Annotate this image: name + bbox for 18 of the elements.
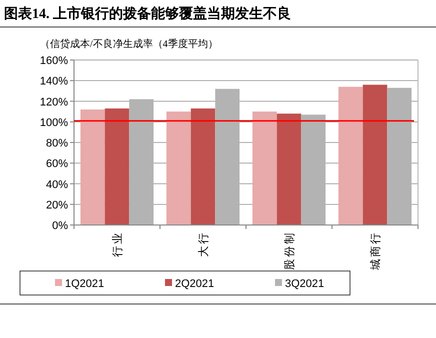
x-tick-label: 城商行	[369, 231, 382, 271]
y-tick-label: 140%	[40, 76, 68, 88]
legend-label: 1Q2021	[65, 278, 104, 290]
title: 图表14. 上市银行的拨备能够覆盖当期发生不良	[4, 7, 291, 22]
x-tick-label: 行业	[111, 231, 124, 257]
y-tick-label: 120%	[40, 96, 68, 108]
x-tick-label: 股份制	[283, 231, 296, 270]
legend-label: 2Q2021	[175, 278, 214, 290]
y-tick-label: 0%	[52, 220, 68, 232]
x-tick-label: 大行	[197, 231, 210, 257]
y-tick-label: 40%	[46, 178, 68, 191]
ylabel: （信贷成本/不良净生成率（4季度平均）	[40, 39, 218, 50]
y-tick-label: 100%	[40, 116, 68, 129]
y-tick-label: 60%	[46, 158, 68, 170]
y-tick-label: 20%	[46, 199, 68, 212]
y-tick-label: 160%	[40, 55, 68, 67]
y-tick-label: 80%	[46, 138, 68, 150]
legend-label: 3Q2021	[285, 278, 324, 290]
